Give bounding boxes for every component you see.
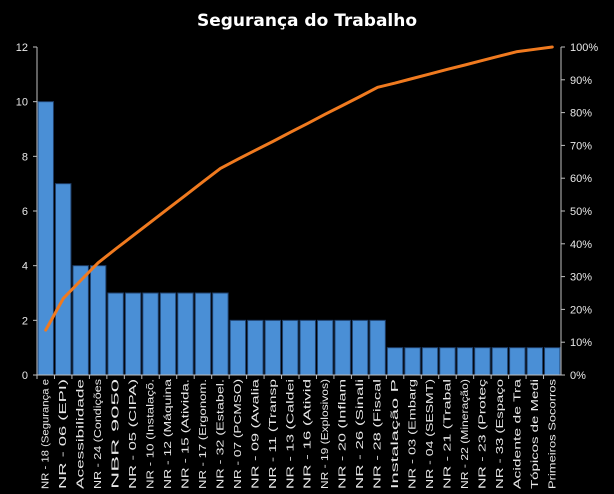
right-axis-ticks: 0% 10% 20% 30% 40% 50% 60% 70% 80% 90% 100% (561, 42, 598, 382)
category-label: NR - 06 (EPI) (58, 379, 69, 489)
right-tick-label: 50% (570, 206, 592, 218)
bar-series (37, 101, 561, 376)
category-label: NR - 04 (SESMT) (425, 379, 436, 489)
left-tick-label: 8 (22, 151, 28, 163)
category-label: NR - 09 (Avalia (250, 378, 261, 489)
category-label: NR - 18 (Segurança e (41, 379, 52, 489)
left-tick-label: 4 (22, 261, 28, 273)
left-tick-label: 6 (22, 206, 28, 218)
category-label: Instalação P (390, 378, 401, 489)
category-label: NR - 20 (Inflam (338, 379, 349, 489)
cumulative-line-series (44, 45, 554, 332)
left-tick-label: 10 (16, 97, 28, 109)
category-label: NR - 32 (Estabel. (215, 379, 226, 489)
bar (247, 319, 264, 376)
bar (124, 292, 142, 376)
bar (229, 319, 247, 376)
right-tick-label: 100% (570, 42, 598, 54)
bar (37, 101, 54, 376)
right-tick-label: 10% (570, 337, 592, 349)
category-label: NR - 17 (Ergonom. (198, 379, 209, 489)
category-label: NR - 07 (PCMSO) (233, 379, 244, 489)
category-label: NR - 24 (Condições (93, 379, 104, 489)
bar (351, 319, 369, 376)
left-tick-label: 2 (22, 315, 28, 327)
bar (107, 292, 124, 376)
left-axis-ticks: 0 2 4 6 8 10 12 (16, 42, 37, 382)
bar (386, 347, 404, 376)
right-tick-label: 0% (570, 370, 586, 382)
bar (54, 183, 72, 376)
left-tick-label: 0 (22, 370, 28, 382)
bar (316, 319, 334, 376)
bar (282, 319, 299, 376)
bar (194, 292, 212, 376)
category-label: NBR 9050 (111, 378, 122, 489)
category-label: NR - 16 (Ativid (303, 379, 314, 489)
category-label: NR - 33 (Espaço (495, 378, 506, 489)
right-tick-label: 30% (570, 272, 592, 284)
bar (369, 319, 386, 376)
cumulative-line (44, 45, 554, 332)
bar (526, 347, 544, 376)
bar (544, 347, 561, 376)
right-tick-label: 20% (570, 304, 592, 316)
bar (474, 347, 491, 376)
chart-title: Segurança do Trabalho (197, 11, 417, 31)
bar (299, 319, 316, 376)
bar (142, 292, 159, 376)
bar (421, 347, 439, 376)
category-label: NR - 13 (Caldei (285, 379, 296, 489)
bar (439, 347, 456, 376)
right-tick-label: 80% (570, 108, 592, 120)
bar (264, 319, 282, 376)
right-tick-label: 60% (570, 173, 592, 185)
category-label: NR - 12 (Máquina (163, 378, 174, 489)
bar (334, 319, 351, 376)
category-label: NR - 10 (Instalaçõ. (146, 379, 157, 489)
category-label: Primeiros Socorros (547, 379, 558, 489)
right-tick-label: 40% (570, 239, 592, 251)
category-label: NR - 26 (Sinali (355, 379, 366, 489)
category-label: Acidente de Tra (512, 378, 523, 489)
right-tick-label: 70% (570, 140, 592, 152)
bar (212, 292, 229, 376)
category-label: NR - 23 (Proteç (477, 379, 488, 489)
bar (404, 347, 421, 376)
left-tick-label: 12 (16, 42, 28, 54)
category-labels: NR - 18 (Segurança e NR - 06 (EPI) Acessib… (36, 375, 558, 489)
category-label: NR - 15 (Ativida. (180, 379, 191, 489)
category-label: NR - 22 (Mineração) (460, 379, 471, 489)
bar (159, 292, 177, 376)
bar (491, 347, 509, 376)
category-label: Tópicos de Medi (530, 379, 541, 489)
category-label: NR - 19 (Explosivos) (320, 379, 331, 489)
bar (177, 292, 194, 376)
category-label: NR - 11 (Transp (268, 378, 279, 489)
bar (509, 347, 526, 376)
category-label: NR - 21 (Trabal (442, 379, 453, 489)
category-label: NR - 03 (Embarg (408, 379, 419, 489)
right-tick-label: 90% (570, 75, 592, 87)
bar (456, 347, 474, 376)
category-label: Acessibilidade (76, 378, 87, 489)
category-label: NR - 05 (CIPA) (128, 379, 139, 489)
bar (89, 265, 107, 376)
category-label: NR - 28 (Fiscal (373, 379, 384, 489)
